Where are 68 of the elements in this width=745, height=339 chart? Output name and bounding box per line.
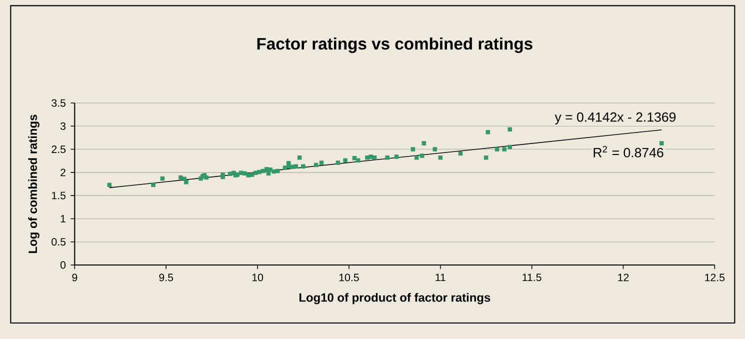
point <box>107 182 112 188</box>
x-tick-label: 11.5 <box>522 274 542 282</box>
point <box>238 170 244 176</box>
y-tick-label: 1.5 <box>52 192 66 200</box>
annotation: R$^{2}$ = 0.8746 <box>594 146 664 158</box>
x-tick-label: 10.5 <box>339 274 359 282</box>
y-tick-label: 3.5 <box>52 99 66 107</box>
point <box>290 164 294 169</box>
point <box>414 155 419 160</box>
point <box>228 172 232 176</box>
point <box>486 130 490 134</box>
point <box>220 172 225 177</box>
point <box>438 155 443 160</box>
y-tick-label: 1 <box>60 215 66 222</box>
point <box>294 164 298 169</box>
point <box>182 176 187 182</box>
x-tick-label: 12.5 <box>705 274 725 282</box>
point <box>319 160 324 165</box>
y-tick-label: 2.5 <box>52 146 66 154</box>
point <box>301 164 306 169</box>
point <box>297 155 302 160</box>
point <box>494 147 500 152</box>
point <box>246 173 251 178</box>
point <box>336 160 340 165</box>
point <box>394 154 399 159</box>
chart-title: Factor ratings vs combined ratings <box>257 37 532 54</box>
point <box>314 162 318 168</box>
point <box>184 180 188 184</box>
point <box>286 164 291 169</box>
y-axis-title: Log of combined ratings <box>28 114 40 253</box>
point <box>385 155 390 160</box>
x-tick-label: 12 <box>618 274 629 282</box>
point <box>508 144 512 150</box>
point <box>410 147 416 152</box>
point <box>160 176 165 181</box>
point <box>282 166 288 170</box>
x-tick-label: 11 <box>436 274 446 282</box>
y-tick-label: 2 <box>60 168 66 176</box>
point <box>356 158 360 163</box>
point <box>151 182 156 188</box>
point <box>352 156 357 160</box>
point <box>458 151 463 156</box>
y-tick-label: 0.5 <box>52 238 66 246</box>
y-tick-label: 3 <box>60 122 66 130</box>
y-tick-label: 0 <box>60 261 66 269</box>
point <box>368 154 374 159</box>
point <box>276 168 280 174</box>
point <box>257 170 262 174</box>
x-tick-label: 10 <box>252 274 264 282</box>
x-tick-label: 9.5 <box>159 274 174 282</box>
point <box>204 175 208 180</box>
point <box>484 155 488 160</box>
point <box>508 127 512 132</box>
x-axis-title: Log10 of product of factor ratings <box>299 293 490 304</box>
point <box>432 147 438 152</box>
point <box>660 141 664 146</box>
point <box>343 158 348 163</box>
point <box>242 171 247 176</box>
point <box>268 168 272 172</box>
point <box>420 154 424 158</box>
point <box>365 155 370 160</box>
point <box>502 147 507 152</box>
x-tick-label: 9 <box>72 274 78 282</box>
point <box>422 141 426 146</box>
point <box>250 172 254 177</box>
point <box>372 155 377 160</box>
annotation: y = 0.4142x - 2.1369 <box>554 112 676 124</box>
point <box>254 170 258 176</box>
